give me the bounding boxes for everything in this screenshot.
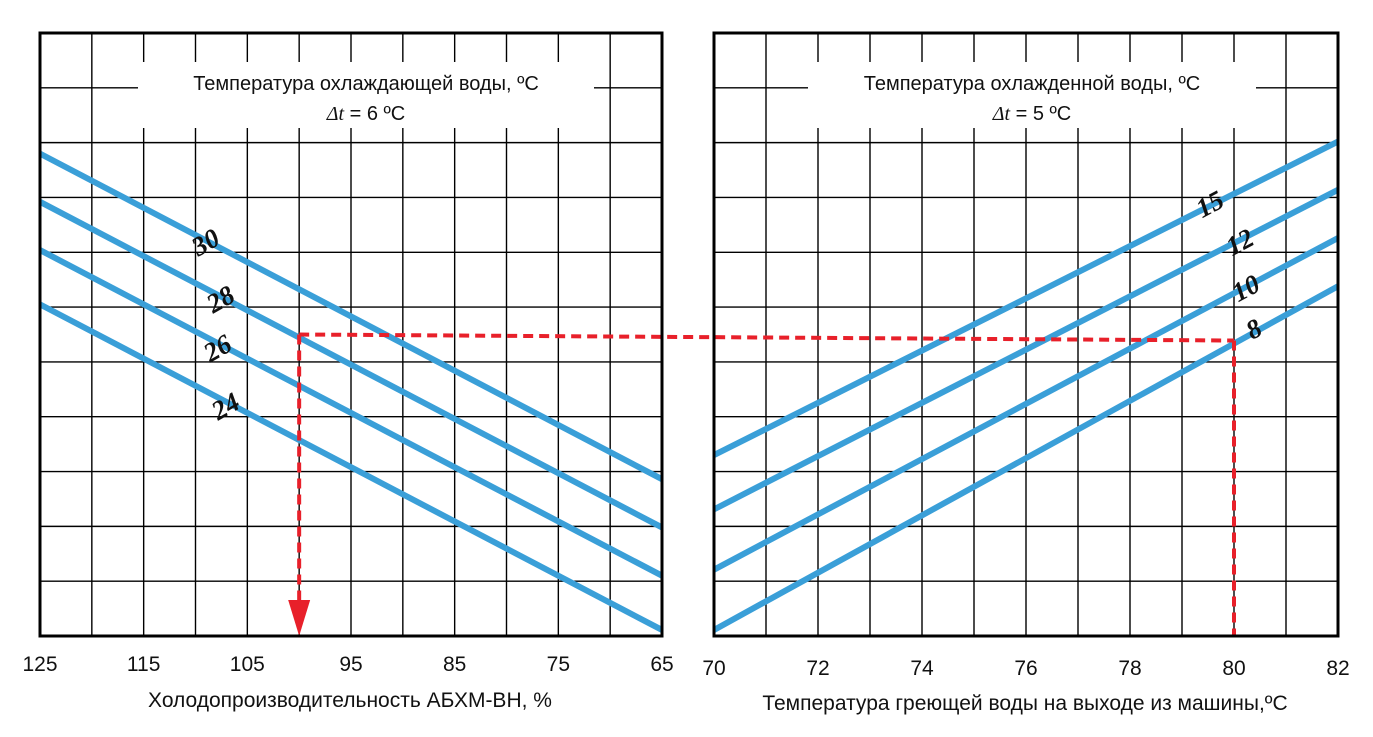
right-x-tick-label: 74 <box>910 657 934 680</box>
right-x-tick-label: 70 <box>702 657 725 680</box>
right-series-line-12 <box>712 187 1340 513</box>
left-series-line-30 <box>38 150 664 482</box>
left-series-label-30: 30 <box>185 222 225 262</box>
left-subtitle-rest: = 6 ºС <box>344 103 405 125</box>
left-x-axis-label: Холодопроизводительность АБХМ-ВН, % <box>148 689 552 712</box>
left-subtitle-var: Δt <box>326 103 345 125</box>
right-series-label-15: 15 <box>1191 184 1229 223</box>
left-chart-title: Температура охлаждающей воды, ºС <box>193 73 539 95</box>
right-x-tick-label: 76 <box>1014 657 1037 680</box>
right-chart-subtitle: Δt = 5 ºС <box>992 103 1072 125</box>
left-x-tick-label: 125 <box>22 653 57 676</box>
right-title-box <box>808 62 1256 128</box>
left-series-line-28 <box>38 199 664 531</box>
left-x-tick-label: 85 <box>443 653 466 676</box>
right-series-line-10 <box>712 235 1340 573</box>
right-series-label-10: 10 <box>1227 268 1265 307</box>
right-series-label-12: 12 <box>1221 222 1259 261</box>
right-chart-title: Температура охлажденной воды, ºС <box>864 73 1200 95</box>
frame-layer <box>38 31 1340 638</box>
left-chart-subtitle: Δt = 6 ºС <box>326 103 406 125</box>
left-title-box <box>138 62 594 128</box>
right-subtitle-var: Δt <box>992 103 1011 125</box>
right-x-tick-label: 80 <box>1222 657 1245 680</box>
left-x-tick-label: 115 <box>127 653 160 676</box>
left-plot-frame <box>38 31 664 638</box>
left-series-line-26 <box>38 247 664 579</box>
right-plot-frame <box>712 31 1340 638</box>
guide-layer <box>288 332 1236 636</box>
right-x-tick-label: 82 <box>1326 657 1349 680</box>
left-x-tick-label: 105 <box>230 653 265 676</box>
right-x-axis-label: Температура греющей воды на выходе из ма… <box>762 692 1287 715</box>
left-series-line-24 <box>38 301 664 633</box>
left-series-label-28: 28 <box>200 279 240 319</box>
right-series-line-15 <box>712 138 1340 458</box>
tick-label-layer: 125 115 105 95 85 75 65 70 72 74 76 78 80 82 <box>22 653 1349 680</box>
series-layer <box>38 138 1340 633</box>
right-subtitle-rest: = 5 ºС <box>1010 103 1071 125</box>
left-x-tick-label: 75 <box>547 653 570 676</box>
left-x-tick-label: 95 <box>339 653 362 676</box>
left-x-tick-label: 65 <box>650 653 673 676</box>
guide-horizontal <box>299 332 1235 343</box>
right-x-tick-label: 78 <box>1118 657 1141 680</box>
guide-arrow-head <box>288 600 311 636</box>
right-x-tick-label: 72 <box>806 657 829 680</box>
